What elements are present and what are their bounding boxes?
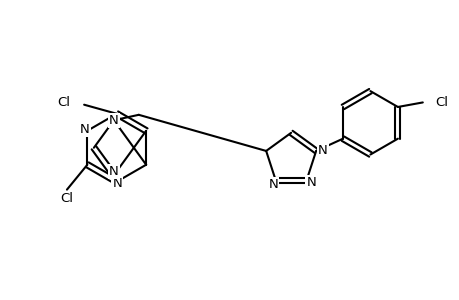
- Text: N: N: [80, 123, 90, 136]
- Text: Cl: Cl: [57, 96, 70, 109]
- Text: N: N: [306, 176, 315, 189]
- Text: N: N: [268, 178, 278, 191]
- Text: N: N: [317, 143, 327, 157]
- Text: Cl: Cl: [435, 96, 448, 109]
- Text: N: N: [109, 165, 118, 178]
- Text: N: N: [109, 114, 118, 127]
- Text: N: N: [112, 178, 122, 190]
- Text: Cl: Cl: [60, 192, 73, 205]
